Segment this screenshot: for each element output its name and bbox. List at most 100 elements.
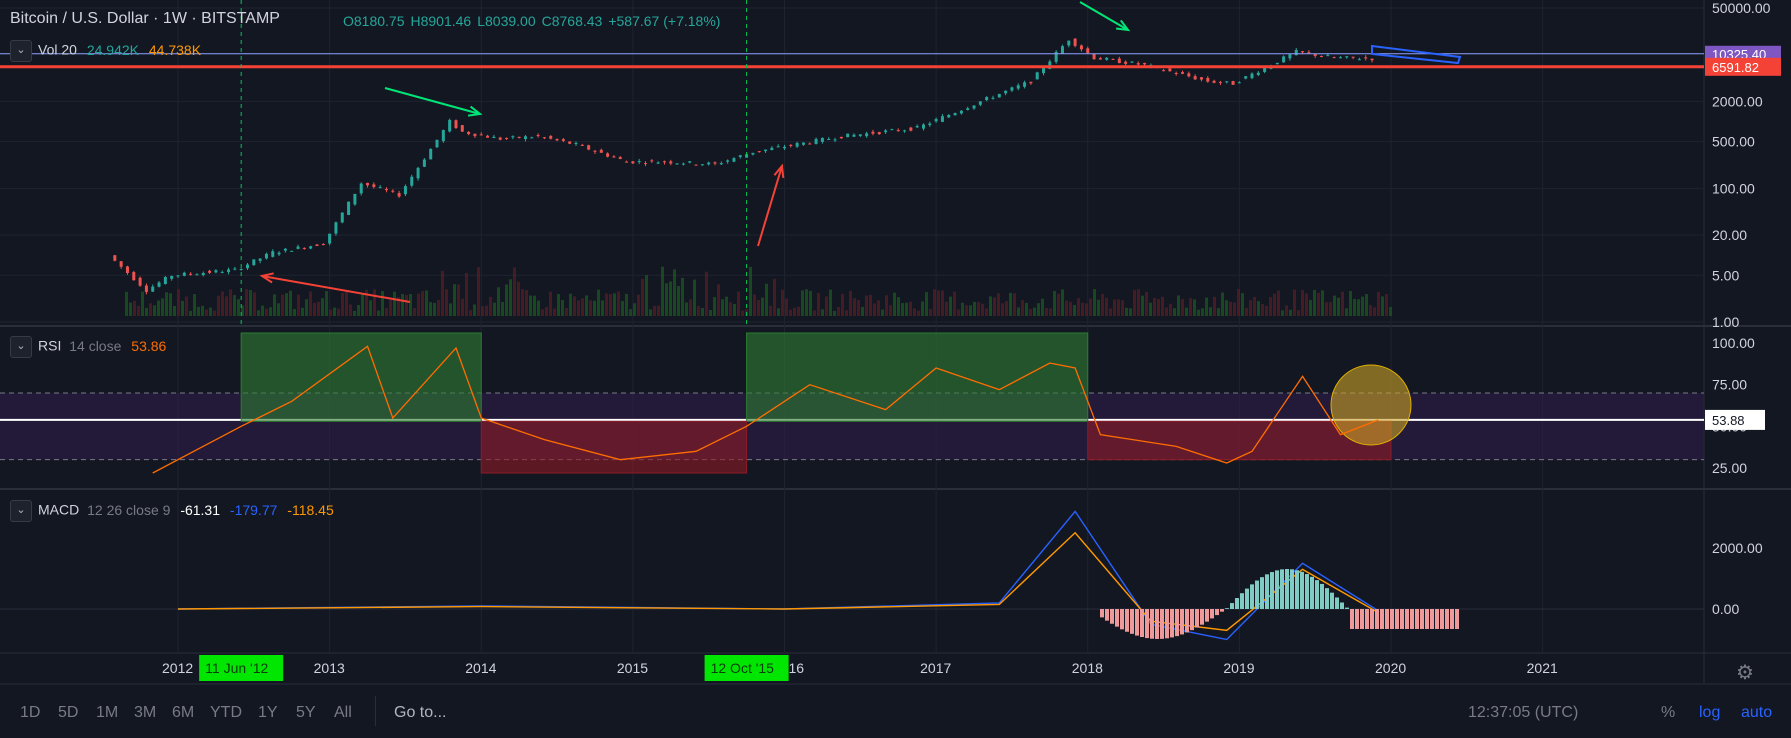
volume-bar — [1089, 298, 1092, 316]
volume-bar — [137, 306, 140, 316]
volume-bar — [849, 290, 852, 316]
volume-bar — [565, 308, 568, 316]
price-candle — [353, 193, 357, 205]
timeframe-1m[interactable]: 1M — [96, 704, 119, 721]
price-candle — [1092, 53, 1096, 60]
volume-bar — [461, 298, 464, 316]
volume-bar — [773, 278, 776, 316]
goto-date-button[interactable]: Go to... — [394, 704, 447, 721]
volume-bar — [133, 300, 136, 316]
price-candle — [347, 201, 351, 215]
volume-bar — [729, 302, 732, 316]
timeframe-3m[interactable]: 3M — [134, 704, 157, 721]
price-candle — [505, 137, 509, 139]
price-candle — [378, 187, 382, 189]
volume-bar — [1277, 290, 1280, 316]
macd-legend: ⌄ MACD 12 26 close 9 -61.31 -179.77 -118.… — [10, 500, 334, 522]
price-candle — [1136, 63, 1140, 65]
macd-histogram-bar — [1145, 609, 1149, 639]
timeframe-5y[interactable]: 5Y — [296, 704, 316, 721]
volume-bar — [493, 302, 496, 316]
volume-bar — [509, 279, 512, 316]
volume-bar — [1373, 307, 1376, 316]
timeframe-6m[interactable]: 6M — [172, 704, 195, 721]
price-candle — [631, 161, 635, 164]
settings-gear-icon[interactable]: ⚙ — [1736, 662, 1754, 684]
macd-histogram-bar — [1415, 609, 1419, 629]
volume-bar — [325, 291, 328, 316]
timeframe-1d[interactable]: 1D — [20, 704, 41, 721]
volume-bar — [517, 281, 520, 316]
volume-bar — [537, 300, 540, 316]
price-candle — [517, 136, 521, 138]
macd-histogram-bar — [1450, 609, 1454, 629]
price-candle — [1357, 59, 1361, 61]
volume-bar — [161, 298, 164, 316]
volume-bar — [541, 309, 544, 316]
volume-bar — [1157, 298, 1160, 316]
collapse-chevron-icon[interactable]: ⌄ — [10, 500, 32, 522]
timeframe-5d[interactable]: 5D — [58, 704, 79, 721]
time-marker-tag — [199, 655, 284, 681]
volume-bar — [317, 301, 320, 316]
toolbar-divider — [375, 696, 376, 726]
volume-bar — [1201, 308, 1204, 316]
volume-bar — [657, 305, 660, 316]
volume-bar — [833, 310, 836, 316]
volume-bar — [1113, 299, 1116, 316]
volume-bar — [529, 295, 532, 316]
volume-bar — [581, 298, 584, 316]
volume-bar — [237, 299, 240, 316]
volume-bar — [1337, 297, 1340, 316]
timeframe-1y[interactable]: 1Y — [258, 704, 278, 721]
volume-bar — [261, 305, 264, 316]
macd-histogram-bar — [1115, 609, 1119, 627]
price-candle — [498, 137, 502, 140]
timeframe-ytd[interactable]: YTD — [210, 704, 242, 721]
ohlc-change: +587.67 (+7.18%) — [608, 13, 721, 29]
volume-bar — [313, 302, 316, 316]
volume-bar — [561, 300, 564, 316]
green-arrow — [1079, 1, 1129, 31]
macd-histogram-bar — [1440, 609, 1444, 629]
macd-histogram-bar — [1305, 574, 1309, 609]
price-candle — [947, 114, 951, 118]
macd-histogram-bar — [1320, 583, 1324, 609]
volume-bar — [485, 305, 488, 316]
utc-clock[interactable]: 12:37:05 (UTC) — [1468, 704, 1579, 721]
volume-bar — [297, 294, 300, 316]
volume-bar — [289, 290, 292, 316]
macd-histogram-bar — [1190, 609, 1194, 631]
volume-bar — [269, 307, 272, 316]
macd-histogram-bar — [1140, 609, 1144, 638]
percent-scale-toggle[interactable]: % — [1661, 704, 1676, 721]
volume-bar — [625, 293, 628, 316]
price-candle — [309, 246, 313, 249]
volume-bar — [141, 291, 144, 316]
volume-bar — [693, 279, 696, 316]
macd-histogram-bar — [1260, 577, 1264, 609]
volume-bar — [129, 302, 132, 316]
symbol-title[interactable]: Bitcoin / U.S. Dollar · 1W · BITSTAMP — [10, 10, 280, 27]
volume-bar — [437, 299, 440, 316]
volume-bar — [1281, 310, 1284, 316]
macd-histogram-bar — [1270, 572, 1274, 609]
price-candle — [757, 151, 761, 153]
price-axis-label: 100.00 — [1712, 180, 1755, 196]
price-candle — [448, 119, 452, 132]
price-candle — [1098, 58, 1102, 60]
price-candle — [340, 212, 344, 223]
price-candle — [681, 163, 685, 165]
collapse-chevron-icon[interactable]: ⌄ — [10, 40, 32, 62]
macd-histogram-bar — [1395, 609, 1399, 629]
volume-bar — [709, 309, 712, 316]
auto-scale-toggle[interactable]: auto — [1741, 704, 1773, 721]
macd-histogram-bar — [1125, 609, 1129, 632]
time-axis-label: 2012 — [162, 660, 193, 676]
collapse-chevron-icon[interactable]: ⌄ — [10, 336, 32, 358]
volume-bar — [477, 267, 480, 316]
volume-bar — [441, 270, 444, 316]
timeframe-all[interactable]: All — [334, 704, 352, 721]
log-scale-toggle[interactable]: log — [1699, 704, 1721, 721]
